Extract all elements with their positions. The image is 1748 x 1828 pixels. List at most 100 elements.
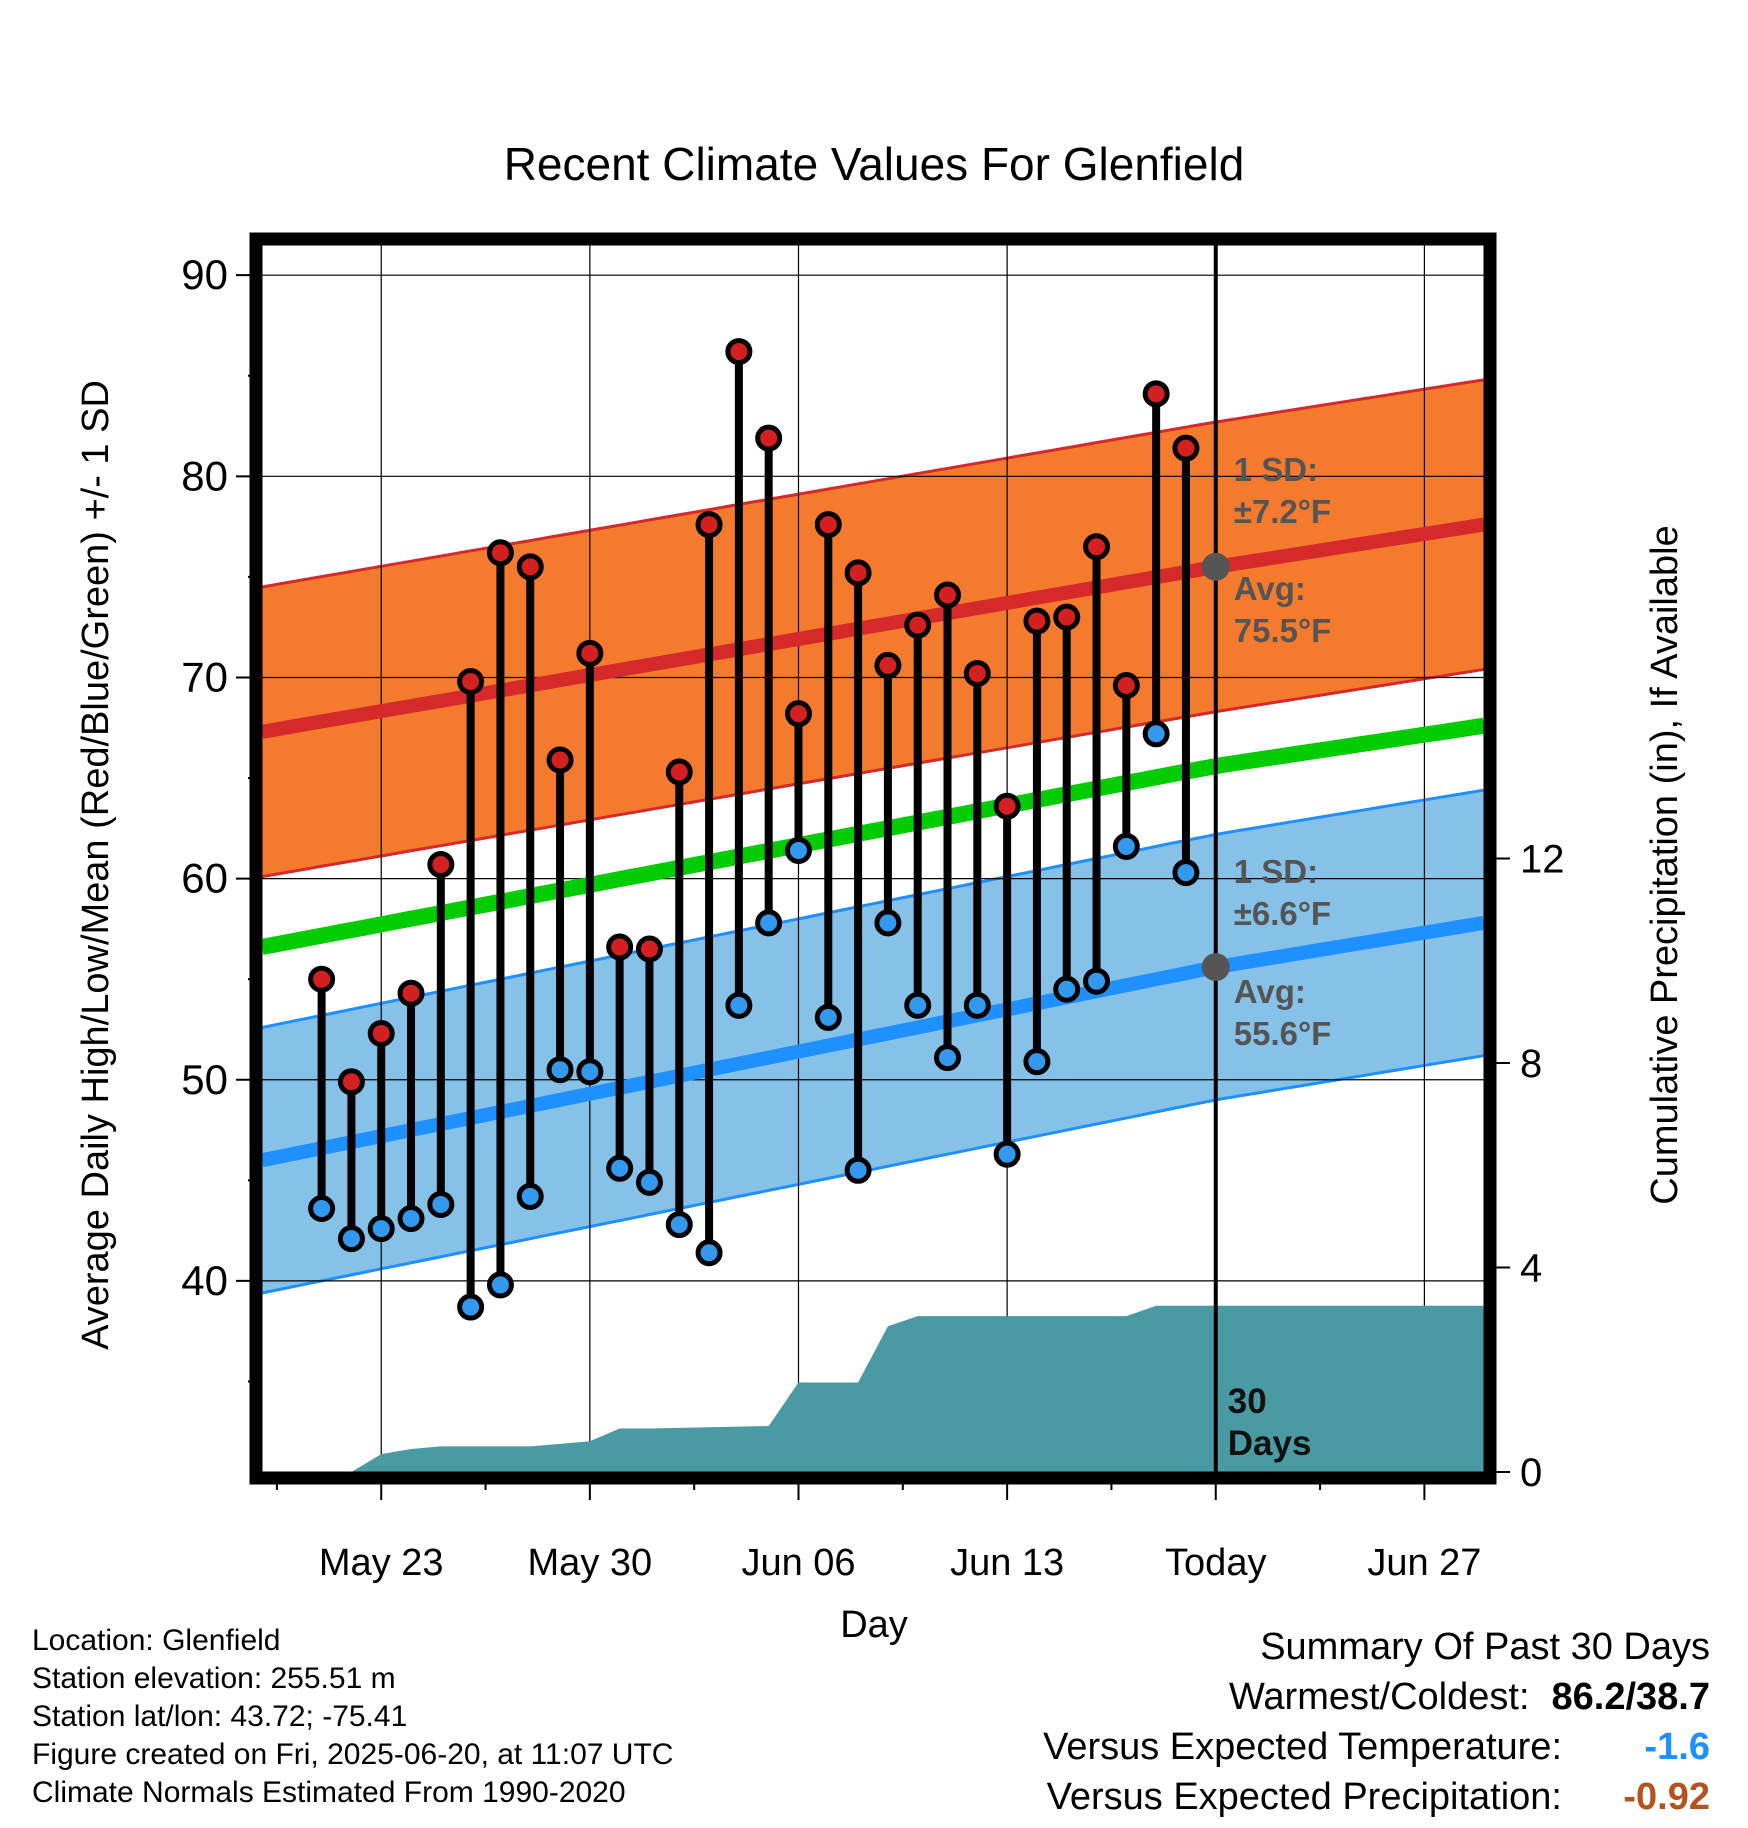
summary-panel: Summary Of Past 30 Days Warmest/Coldest:…: [1043, 1622, 1710, 1822]
x-tick-label: Jun 06: [741, 1542, 855, 1584]
low-temp-point: [993, 1140, 1021, 1168]
high-temp-point: [635, 935, 663, 963]
warm-cold-value: 86.2/38.7: [1551, 1676, 1710, 1718]
high-temp-point: [486, 539, 514, 567]
high-temp-point: [516, 553, 544, 581]
plot-area: 1 SD: ±7.2°F Avg: 75.5°F 1 SD: ±6.6°F Avg: 55.6…: [181, 232, 1565, 1584]
low-temp-point: [1083, 967, 1111, 995]
low-temp-point: [308, 1194, 336, 1222]
low-normal-line: [262, 915, 1484, 1168]
high-temp-point: [576, 639, 604, 667]
high-temp-point: [725, 338, 753, 366]
high-temp-point: [874, 651, 902, 679]
high-temp-point: [993, 792, 1021, 820]
station-info: Location: Glenfield Station elevation: 2…: [32, 1622, 673, 1812]
y-left-tick-label: 80: [181, 452, 228, 499]
summary-warm-cold: Warmest/Coldest: 86.2/38.7: [1043, 1672, 1710, 1722]
y-left-tick-label: 50: [181, 1056, 228, 1103]
high-sd-label: 1 SD:: [1234, 451, 1318, 488]
low-temp-point: [546, 1056, 574, 1084]
low-temp-point: [934, 1044, 962, 1072]
y-left-tick-label: 90: [181, 251, 228, 298]
high-temp-point: [367, 1019, 395, 1047]
y-left-tick-label: 60: [181, 855, 228, 902]
normals-text: Climate Normals Estimated From 1990-2020: [32, 1776, 626, 1809]
days-word-label: Days: [1228, 1424, 1312, 1463]
low-temp-point: [844, 1156, 872, 1184]
high-temp-point: [1172, 434, 1200, 462]
low-temp-point: [784, 836, 812, 864]
high-temp-point: [665, 758, 693, 786]
high-normal-line: [262, 517, 1484, 739]
x-axis-label: Day: [840, 1604, 908, 1646]
created-text: Figure created on Fri, 2025-06-20, at 11…: [32, 1738, 674, 1771]
low-temp-point: [755, 909, 783, 937]
high-temp-point: [904, 611, 932, 639]
high-temp-point: [814, 511, 842, 539]
low-temp-point: [576, 1058, 604, 1086]
x-tick-label: Today: [1165, 1542, 1266, 1584]
low-temp-point: [665, 1211, 693, 1239]
low-normal-band-lower-edge: [262, 1054, 1484, 1295]
low-temp-point: [874, 909, 902, 937]
high-temp-point: [844, 559, 872, 587]
low-temp-point: [814, 1003, 842, 1031]
y-right-axis-label: Cumulative Precipitation (in), If Availa…: [1644, 525, 1686, 1204]
high-temp-point: [1142, 380, 1170, 408]
y-right-tick-label: 8: [1520, 1042, 1542, 1086]
low-temp-point: [337, 1225, 365, 1253]
low-temp-point: [397, 1205, 425, 1233]
high-sd-value: ±7.2°F: [1234, 493, 1331, 530]
low-temp-point: [695, 1239, 723, 1267]
low-temp-point: [635, 1168, 663, 1196]
low-sd-label: 1 SD:: [1234, 853, 1318, 890]
high-temp-point: [427, 851, 455, 879]
low-temp-point: [1023, 1048, 1051, 1076]
high-normal-band-lower-edge: [262, 667, 1484, 879]
high-temp-point: [397, 979, 425, 1007]
warm-cold-label: Warmest/Coldest:: [1228, 1676, 1530, 1718]
high-temp-point: [606, 933, 634, 961]
high-temp-point: [695, 511, 723, 539]
low-temp-point: [516, 1182, 544, 1210]
low-avg-marker: [1201, 953, 1230, 982]
x-tick-label: May 30: [528, 1542, 653, 1584]
high-temp-point: [1112, 672, 1140, 700]
precip-label: Versus Expected Precipitation:: [1046, 1776, 1562, 1818]
high-avg-label: Avg:: [1234, 570, 1306, 607]
y-right-tick-label: 0: [1520, 1451, 1542, 1495]
summary-precip: Versus Expected Precipitation: -0.92: [1043, 1772, 1710, 1822]
low-temp-point: [1112, 832, 1140, 860]
y-left-axis-label: Average Daily High/Low/Mean (Red/Blue/Gr…: [75, 380, 117, 1350]
low-temp-point: [725, 991, 753, 1019]
latlon-text: Station lat/lon: 43.72; -75.41: [32, 1700, 408, 1733]
temp-value: -1.6: [1644, 1726, 1710, 1768]
low-temp-point: [963, 991, 991, 1019]
elevation-text: Station elevation: 255.51 m: [32, 1662, 396, 1695]
low-temp-point: [606, 1154, 634, 1182]
high-temp-point: [308, 965, 336, 993]
low-temp-point: [1053, 975, 1081, 1003]
high-temp-point: [337, 1068, 365, 1096]
high-temp-point: [784, 700, 812, 728]
mean-normal-line: [262, 717, 1484, 955]
high-temp-point: [1023, 607, 1051, 635]
location-text: Location: Glenfield: [32, 1624, 281, 1657]
plot-inner: [262, 245, 1484, 1472]
high-temp-point: [934, 581, 962, 609]
x-tick-label: Jun 13: [950, 1542, 1064, 1584]
x-tick-label: May 23: [319, 1542, 444, 1584]
low-temp-point: [486, 1271, 514, 1299]
precip-area: [321, 1305, 1484, 1472]
low-temp-point: [1172, 859, 1200, 887]
low-avg-label: Avg:: [1234, 973, 1306, 1010]
x-tick-label: Jun 27: [1367, 1542, 1481, 1584]
summary-heading: Summary Of Past 30 Days: [1260, 1626, 1710, 1668]
high-avg-marker: [1201, 552, 1230, 581]
low-sd-value: ±6.6°F: [1234, 895, 1331, 932]
high-temp-point: [755, 424, 783, 452]
low-temp-point: [457, 1293, 485, 1321]
low-temp-point: [367, 1215, 395, 1243]
temp-label: Versus Expected Temperature:: [1043, 1726, 1562, 1768]
